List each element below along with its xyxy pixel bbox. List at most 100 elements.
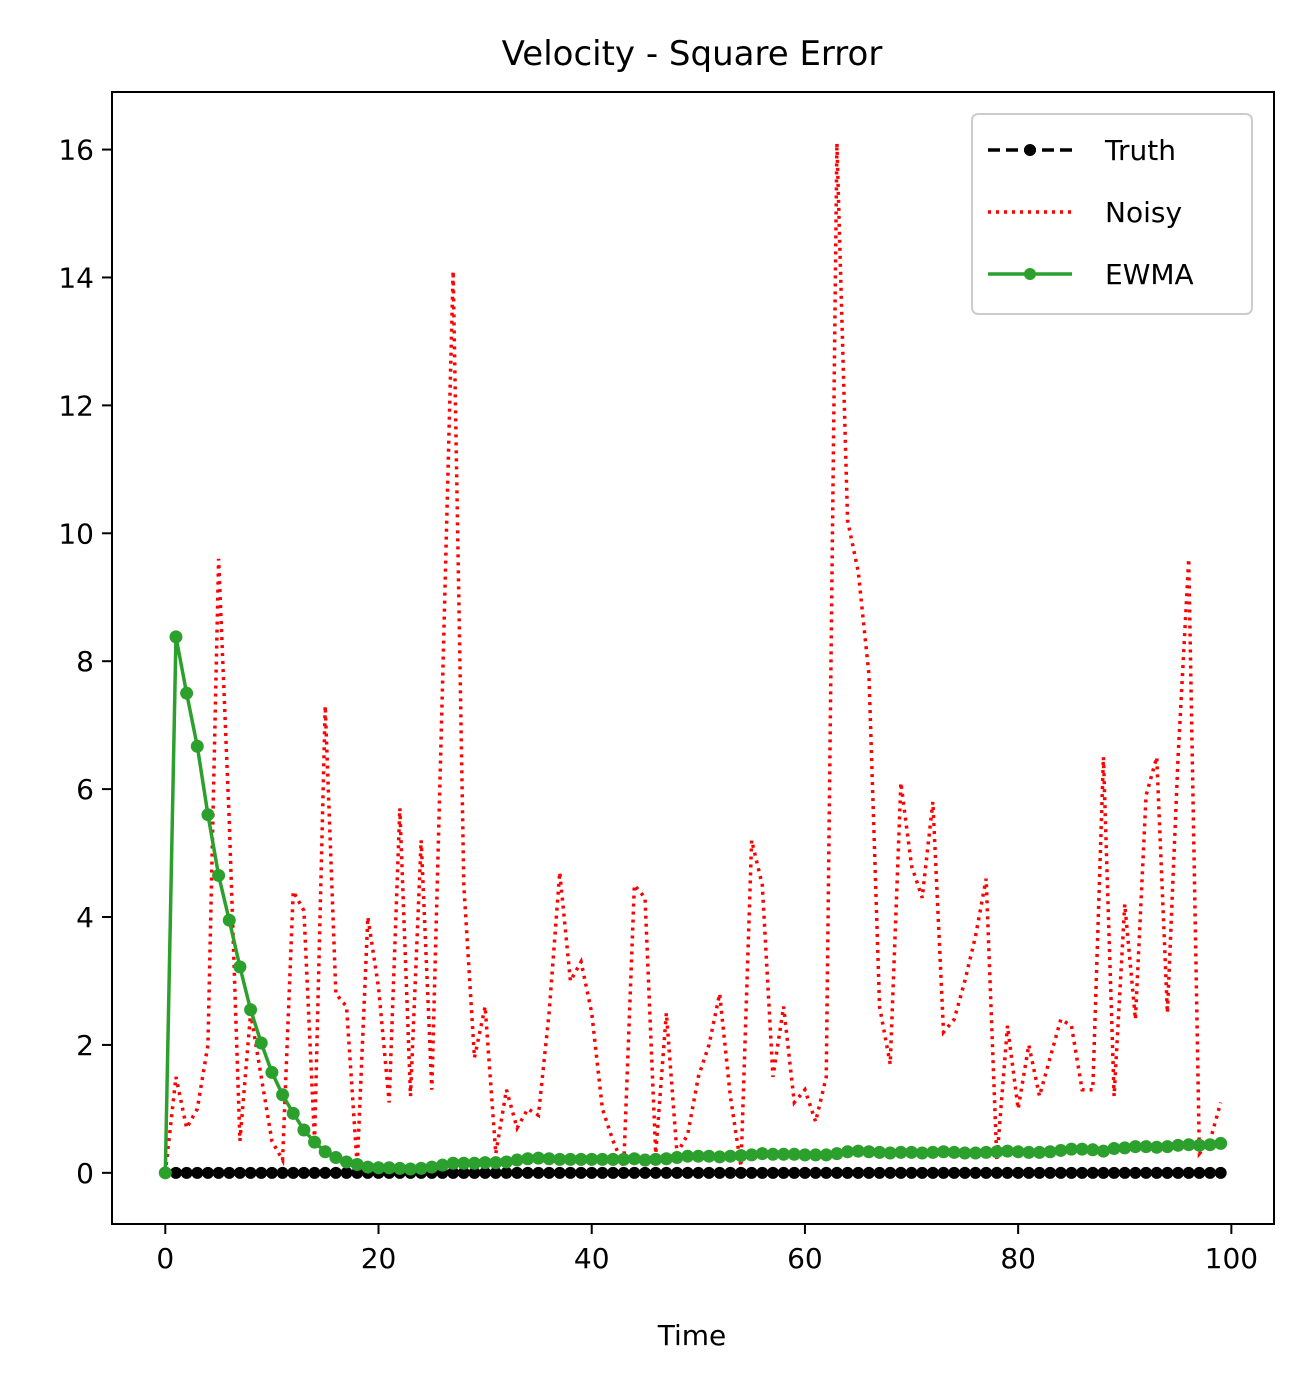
ewma-point xyxy=(1160,1140,1174,1154)
truth-point xyxy=(489,1166,502,1179)
truth-point xyxy=(457,1166,470,1179)
truth-point xyxy=(905,1166,918,1179)
ewma-point xyxy=(777,1147,791,1161)
legend-box xyxy=(971,113,1253,315)
ewma-point xyxy=(1022,1145,1036,1159)
ewma-point xyxy=(361,1160,375,1174)
ewma-point xyxy=(521,1152,535,1166)
x-tick-label: 80 xyxy=(1000,1242,1036,1275)
ewma-point xyxy=(1128,1140,1142,1154)
truth-point xyxy=(329,1166,342,1179)
truth-point xyxy=(990,1166,1003,1179)
truth-point xyxy=(447,1166,460,1179)
truth-point xyxy=(852,1166,865,1179)
ewma-point xyxy=(542,1152,556,1166)
ewma-point xyxy=(563,1152,577,1166)
truth-point xyxy=(617,1166,630,1179)
truth-point xyxy=(916,1166,929,1179)
ewma-point xyxy=(190,739,204,753)
ewma-point xyxy=(446,1156,460,1170)
ewma-point xyxy=(1192,1138,1206,1152)
truth-point xyxy=(1065,1166,1078,1179)
truth-point xyxy=(233,1166,246,1179)
legend-marker-ewma xyxy=(1024,268,1036,280)
truth-point xyxy=(1108,1166,1121,1179)
truth-point xyxy=(766,1166,779,1179)
truth-point xyxy=(1097,1166,1110,1179)
ewma-point xyxy=(926,1145,940,1159)
legend-marker-truth xyxy=(1024,144,1036,156)
ewma-point xyxy=(1064,1142,1078,1156)
truth-point xyxy=(948,1166,961,1179)
truth-point xyxy=(564,1166,577,1179)
ewma-point xyxy=(713,1150,727,1164)
y-tick-label: 12 xyxy=(58,389,94,422)
x-tick-label: 40 xyxy=(574,1242,610,1275)
ewma-point xyxy=(969,1146,983,1160)
legend-label: EWMA xyxy=(1105,258,1194,291)
ewma-point xyxy=(691,1149,705,1163)
truth-point xyxy=(500,1166,513,1179)
truth-point xyxy=(734,1166,747,1179)
ewma-point xyxy=(350,1158,364,1172)
ewma-point xyxy=(1086,1143,1100,1157)
ewma-point xyxy=(180,686,194,700)
ewma-point xyxy=(212,868,226,882)
ewma-point xyxy=(894,1145,908,1159)
truth-point xyxy=(894,1166,907,1179)
ewma-point xyxy=(905,1145,919,1159)
x-tick-label: 60 xyxy=(787,1242,823,1275)
ewma-point xyxy=(585,1152,599,1166)
ewma-point xyxy=(830,1147,844,1161)
truth-point xyxy=(265,1166,278,1179)
truth-point xyxy=(479,1166,492,1179)
ewma-point xyxy=(531,1151,545,1165)
ewma-point xyxy=(286,1106,300,1120)
ewma-point xyxy=(457,1156,471,1170)
truth-point xyxy=(1172,1166,1185,1179)
series-layer xyxy=(158,143,1228,1180)
truth-point xyxy=(532,1166,545,1179)
ewma-point xyxy=(425,1160,439,1174)
truth-point xyxy=(1022,1166,1035,1179)
truth-point xyxy=(1012,1166,1025,1179)
truth-point xyxy=(724,1166,737,1179)
truth-point xyxy=(1150,1166,1163,1179)
truth-point xyxy=(169,1166,182,1179)
truth-point xyxy=(969,1166,982,1179)
truth-point xyxy=(884,1166,897,1179)
truth-point xyxy=(841,1166,854,1179)
truth-point xyxy=(511,1166,524,1179)
ewma-point xyxy=(862,1145,876,1159)
ewma-point xyxy=(595,1152,609,1166)
ewma-point xyxy=(681,1149,695,1163)
y-tick-label: 14 xyxy=(58,261,94,294)
ewma-point xyxy=(873,1145,887,1159)
truth-point xyxy=(830,1166,843,1179)
ewma-point xyxy=(510,1153,524,1167)
ewma-point xyxy=(308,1135,322,1149)
ewma-point xyxy=(435,1158,449,1172)
ewma-point xyxy=(627,1152,641,1166)
ewma-point xyxy=(478,1156,492,1170)
truth-point xyxy=(1204,1166,1217,1179)
truth-point xyxy=(1161,1166,1174,1179)
truth-point xyxy=(1118,1166,1131,1179)
y-tick-label: 16 xyxy=(58,134,94,167)
truth-point xyxy=(639,1166,652,1179)
truth-point xyxy=(702,1166,715,1179)
ewma-point xyxy=(745,1148,759,1162)
truth-point xyxy=(692,1166,705,1179)
ewma-point xyxy=(1214,1136,1228,1150)
y-tick-label: 10 xyxy=(58,517,94,550)
truth-point xyxy=(681,1166,694,1179)
truth-point xyxy=(798,1166,811,1179)
ewma-point xyxy=(244,1003,258,1017)
ewma-point xyxy=(201,808,215,822)
ewma-point xyxy=(489,1156,503,1170)
y-axis-ticks: 0 2 4 6 8 10 12 14 16 xyxy=(58,134,112,1190)
truth-point xyxy=(223,1166,236,1179)
ewma-point xyxy=(1107,1142,1121,1156)
ewma-point xyxy=(1096,1144,1110,1158)
